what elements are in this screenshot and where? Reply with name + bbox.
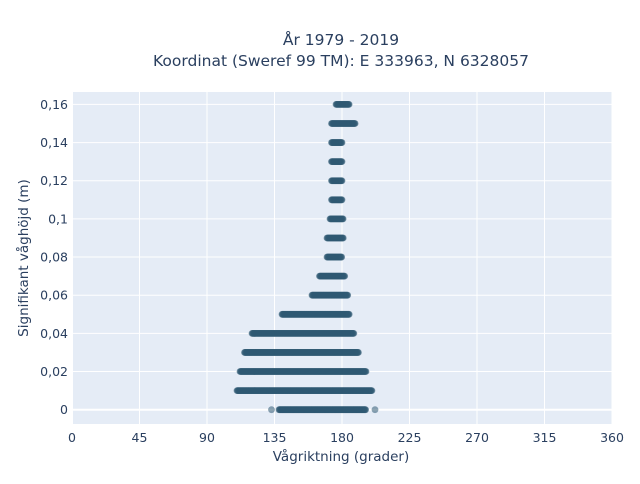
wave-band-0-04	[248, 329, 358, 337]
y-tick-label: 0,06	[40, 288, 68, 303]
chart-title-line2: Koordinat (Sweref 99 TM): E 333963, N 63…	[153, 52, 529, 70]
data-point	[339, 234, 347, 242]
wave-band-0	[275, 406, 370, 414]
wave-band-0-14	[328, 139, 346, 146]
wave-band-0-05	[278, 310, 353, 318]
data-point	[338, 139, 346, 146]
wave-band-0-16	[332, 101, 353, 108]
wave-band-0-02	[236, 368, 370, 375]
data-points	[233, 101, 379, 414]
x-tick-label: 360	[600, 430, 624, 445]
x-tick-label: 135	[263, 430, 287, 445]
wave-band-0-07	[316, 272, 349, 280]
x-tick-label: 315	[533, 430, 557, 445]
tick-labels: 0 45 90 135 180 225 270 315 360 0 0,02 0,04 0,06 0,08…	[40, 97, 624, 445]
y-tick-label: 0,16	[40, 97, 68, 112]
data-point	[345, 310, 353, 318]
wave-band-0-01	[233, 387, 376, 395]
data-point	[350, 329, 358, 337]
data-point	[339, 215, 347, 223]
wave-band-0-08	[323, 253, 346, 261]
wave-band-0-12	[328, 177, 346, 185]
y-axis-label: Signifikant våghöjd (m)	[15, 179, 32, 337]
data-point	[338, 196, 346, 204]
data-point	[368, 387, 376, 395]
x-tick-label: 180	[330, 430, 354, 445]
data-point	[351, 120, 359, 127]
data-point	[355, 349, 362, 356]
data-point-outlier	[268, 406, 275, 414]
data-point	[338, 158, 346, 166]
data-point	[345, 101, 353, 108]
y-tick-label: 0,04	[40, 326, 68, 341]
data-point	[338, 253, 346, 261]
y-tick-label: 0,14	[40, 135, 68, 150]
data-point	[362, 406, 370, 414]
y-tick-label: 0	[60, 402, 68, 417]
x-tick-label: 45	[132, 430, 148, 445]
x-tick-label: 270	[465, 430, 489, 445]
wave-band-0-03	[241, 349, 362, 356]
data-point-outlier	[371, 406, 379, 414]
y-tick-label: 0,08	[40, 250, 68, 265]
y-tick-label: 0,1	[48, 211, 68, 226]
wave-band-0-06	[308, 291, 352, 299]
wave-band-0-09	[323, 234, 347, 242]
chart-title-line1: År 1979 - 2019	[283, 30, 399, 49]
y-tick-label: 0,12	[40, 173, 68, 188]
x-tick-label: 225	[398, 430, 422, 445]
wave-band-0-1	[326, 215, 347, 223]
data-point	[341, 272, 349, 280]
data-point	[344, 291, 352, 299]
x-tick-label: 0	[68, 430, 76, 445]
data-point	[362, 368, 370, 375]
wave-band-0-11	[328, 196, 346, 204]
x-axis-label: Vågriktning (grader)	[273, 448, 410, 465]
x-tick-label: 90	[199, 430, 215, 445]
wave-band-0-15	[328, 120, 359, 127]
wave-band-0-13	[328, 158, 346, 166]
data-point	[338, 177, 346, 185]
y-tick-label: 0,02	[40, 364, 68, 379]
